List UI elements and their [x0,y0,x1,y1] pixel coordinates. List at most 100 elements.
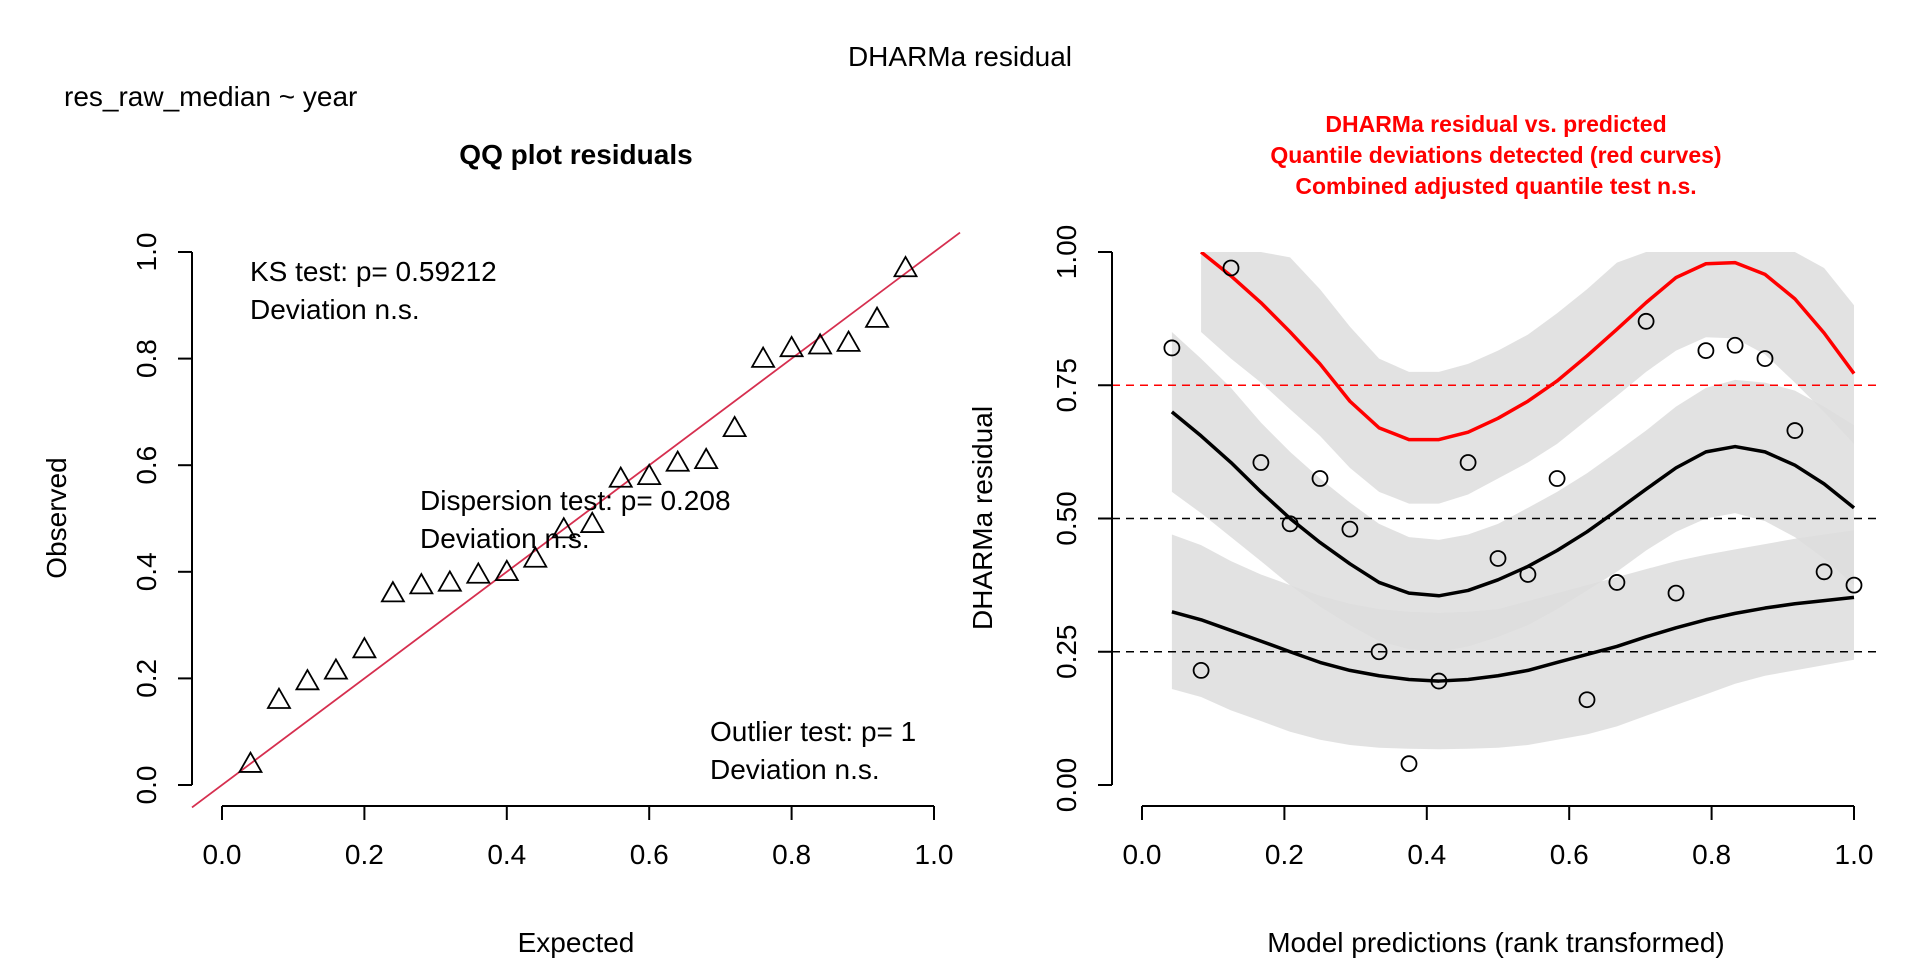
residual-point [1222,259,1240,277]
residual-point [1489,550,1507,567]
x-tick-label: 0.6 [1550,839,1589,870]
res-title-line-2: Quantile deviations detected (red curves… [1270,142,1721,168]
outlier-deviation-label: Deviation n.s. [710,754,880,785]
residual-point [1370,643,1388,661]
res-title-line-3: Combined adjusted quantile test n.s. [1295,173,1696,199]
y-tick-label: 1.0 [131,233,162,272]
residual-point [1548,470,1566,487]
qq-point [494,558,520,581]
x-tick-label: 0.0 [203,839,242,870]
x-tick-label: 0.4 [487,839,526,870]
residual-point [1163,339,1181,357]
quantile-curve [1170,410,1856,598]
res-ylabel: DHARMa residual [967,406,998,630]
residual-plot-area: 0.0 0.2 0.4 0.6 0.8 1.0 0.00 0.25 0.50 0.75 1.00 [1051,225,1880,870]
qq-point [323,657,349,680]
qq-point [551,516,577,539]
x-tick-label: 0.2 [345,839,384,870]
y-tick-label: 0.0 [131,766,162,805]
qq-reference-line [191,231,961,809]
ks-test-label: KS test: p= 0.59212 [250,256,497,287]
quantile-band [1171,530,1854,750]
quantile-band [1171,331,1854,652]
y-tick-label: 1.00 [1051,225,1082,280]
x-tick-label: 0.2 [1265,839,1304,870]
qq-ylabel: Observed [41,457,72,578]
qq-point [807,332,833,355]
ks-deviation-label: Deviation n.s. [250,294,420,325]
x-tick-label: 0.8 [1692,839,1731,870]
qq-point [779,335,805,358]
qq-point [665,449,691,472]
qq-point [636,463,662,486]
residual-point [1697,342,1715,360]
qq-point [579,511,605,533]
figure-title: DHARMa residual [848,41,1072,72]
dispersion-deviation-label: Deviation n.s. [420,523,590,554]
x-tick-label: 0.8 [772,839,811,870]
residual-point [1845,576,1863,594]
y-tick-label: 0.2 [131,659,162,698]
residual-point [1637,312,1655,330]
y-axis: 0.00 0.25 0.50 0.75 1.00 [1051,225,1113,813]
res-plot-layer [1170,252,1856,750]
qq-point [722,415,748,438]
residual-point [1756,350,1774,368]
qq-xlabel: Expected [518,927,635,958]
residual-point [1281,515,1299,533]
quantile-band [1201,252,1854,504]
residual-point [1667,584,1685,602]
x-tick-label: 0.6 [630,839,669,870]
qq-point [465,561,491,584]
qq-point [266,686,292,709]
residual-plot-panel: DHARMa residual vs. predicted Quantile d… [967,111,1880,958]
dispersion-test-label: Dispersion test: p= 0.208 [420,485,731,516]
outlier-test-label: Outlier test: p= 1 [710,716,916,747]
x-tick-label: 0.4 [1407,839,1446,870]
qq-point [750,345,776,368]
residual-point [1311,470,1329,487]
qq-point [351,636,377,659]
residual-point [1192,662,1210,679]
qq-point [608,465,634,488]
res-xlabel: Model predictions (rank transformed) [1267,927,1725,958]
residual-point [1459,454,1477,471]
qq-point [294,668,320,691]
qq-point [892,255,919,278]
y-tick-label: 0.00 [1051,758,1082,813]
qq-point [693,447,719,470]
x-axis: 0.0 0.2 0.4 0.6 0.8 1.0 [1123,805,1874,870]
qq-plot-panel: QQ plot residuals Expected Observed 0.0 0… [41,139,961,958]
quantile-curve [1171,595,1855,683]
x-tick-label: 0.0 [1123,839,1162,870]
residual-point [1400,755,1418,773]
residual-point [1786,422,1804,439]
qq-point [522,545,548,568]
figure-subtitle: res_raw_median ~ year [64,81,357,112]
x-tick-label: 1.0 [1835,839,1874,870]
quantile-curve [1200,252,1856,442]
y-tick-label: 0.6 [131,446,162,485]
residual-point [1578,691,1596,709]
y-tick-label: 0.4 [131,552,162,591]
x-tick-label: 1.0 [915,839,954,870]
qq-point [237,750,264,773]
residual-point [1430,672,1448,690]
residual-point [1726,336,1744,354]
residual-point [1252,454,1270,471]
qq-point [408,572,434,595]
residual-point [1519,566,1537,583]
qq-plot-area: 0.0 0.2 0.4 0.6 0.8 1.0 0.0 0.2 0.4 0.6 0.8 1.0 KS t… [131,231,961,870]
qq-point [437,569,463,592]
qq-point [836,329,862,352]
residual-point [1608,574,1626,591]
residual-point [1815,563,1833,581]
y-tick-label: 0.25 [1051,625,1082,680]
y-tick-label: 0.50 [1051,491,1082,546]
res-title-line-1: DHARMa residual vs. predicted [1325,111,1666,137]
y-axis: 0.0 0.2 0.4 0.6 0.8 1.0 [131,233,193,805]
qq-point [864,305,890,328]
residual-point [1341,520,1359,538]
qq-point [380,580,406,603]
